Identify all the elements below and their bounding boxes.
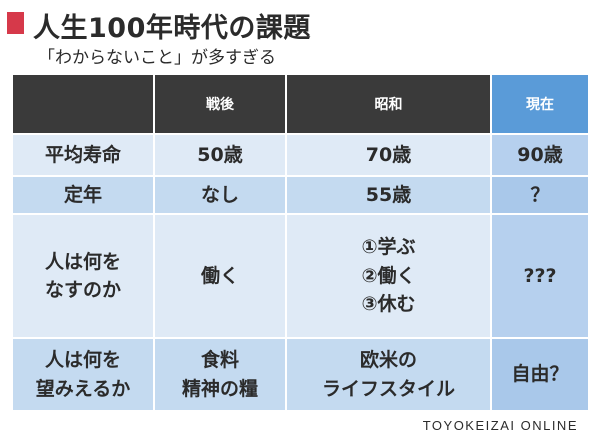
- table-header-row: 戦後 昭和 現在: [13, 75, 588, 135]
- cell-showa: 55歳: [287, 177, 492, 215]
- row-label: 人は何を 望みえるか: [13, 339, 155, 412]
- cell-line: 食料: [200, 349, 239, 371]
- column-header-current: 現在: [492, 75, 588, 135]
- comparison-table: 戦後 昭和 現在 平均寿命 50歳 70歳 90歳 定年 なし 55歳 ？ 人は…: [13, 75, 588, 412]
- cell-current: 自由？: [492, 339, 588, 412]
- row-label: 平均寿命: [13, 135, 155, 177]
- row-label-line: 望みえるか: [35, 377, 131, 400]
- cell-postwar: なし: [155, 177, 287, 215]
- cell-postwar: 働く: [155, 215, 287, 339]
- cell-showa: ①学ぶ ②働く ③休む: [287, 215, 492, 339]
- cell-current: 90歳: [492, 135, 588, 177]
- table-row-life-expectancy: 平均寿命 50歳 70歳 90歳: [13, 135, 588, 177]
- row-label-line: なすのか: [44, 279, 121, 301]
- cell-line: ①学ぶ: [361, 236, 416, 259]
- column-header-postwar: 戦後: [155, 75, 287, 135]
- title-block: 人生100年時代の課題 「わからないこと」が多すぎる: [0, 0, 600, 70]
- cell-line: 55歳: [365, 183, 412, 206]
- cell-current: ???: [492, 215, 588, 339]
- cell-postwar: 食料 精神の糧: [155, 339, 287, 412]
- page-title: 人生100年時代の課題: [33, 13, 311, 44]
- row-label-line: 人は何を: [44, 250, 121, 273]
- cell-line: 精神の糧: [181, 377, 258, 400]
- table-row-what-to-do: 人は何を なすのか 働く ①学ぶ ②働く ③休む ???: [13, 215, 588, 339]
- cell-line: 70歳: [365, 143, 412, 166]
- cell-line: 欧米の: [359, 349, 417, 371]
- cell-current: ？: [492, 177, 588, 215]
- cell-line: ???: [523, 264, 557, 287]
- cell-line: 自由？: [511, 363, 569, 386]
- cell-line: 50歳: [197, 143, 243, 166]
- table-row-retirement: 定年 なし 55歳 ？: [13, 177, 588, 215]
- cell-showa: 70歳: [287, 135, 492, 177]
- row-label-line: 定年: [63, 183, 102, 206]
- cell-line: ③休む: [361, 293, 416, 316]
- cell-line: ②働く: [361, 264, 416, 287]
- cell-postwar: 50歳: [155, 135, 287, 177]
- column-header-showa: 昭和: [287, 75, 492, 135]
- row-label: 定年: [13, 177, 155, 215]
- cell-line: なし: [200, 183, 239, 206]
- cell-line: ？: [530, 183, 550, 206]
- row-label-line: 平均寿命: [44, 143, 121, 166]
- page-subtitle: 「わからないこと」が多すぎる: [38, 48, 276, 68]
- cell-line: ライフスタイル: [321, 377, 455, 400]
- row-label: 人は何を なすのか: [13, 215, 155, 339]
- source-credit: TOYOKEIZAI ONLINE: [422, 418, 578, 433]
- table-row-what-to-hope: 人は何を 望みえるか 食料 精神の糧 欧米の ライフスタイル 自由？: [13, 339, 588, 412]
- row-label-line: 人は何を: [44, 349, 121, 371]
- title-accent-square: [7, 12, 24, 34]
- header-corner-cell: [13, 75, 155, 135]
- cell-showa: 欧米の ライフスタイル: [287, 339, 492, 412]
- footer-divider: [0, 410, 600, 413]
- cell-line: 働く: [200, 264, 239, 287]
- cell-line: 90歳: [517, 143, 563, 166]
